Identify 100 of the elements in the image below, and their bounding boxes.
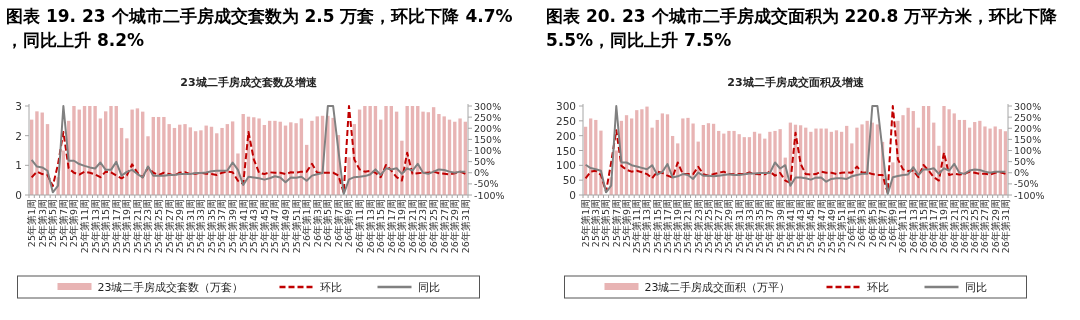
x-tick-label: 26年第1周 <box>846 199 858 248</box>
bar <box>72 106 76 195</box>
x-tick-label: 25年第21周 <box>131 199 143 254</box>
x-tick-label: 26年第13周 <box>364 199 376 254</box>
chart-title: 图表 19. 23 个城市二手房成交套数为 2.5 万套，环比下降 4.7%，同比上升 8.2% <box>6 6 513 50</box>
x-tick-label: 25年第13周 <box>89 199 101 254</box>
x-tick-label: 25年第5周 <box>47 199 59 248</box>
y-tick-label: 3 <box>15 100 22 112</box>
bar <box>146 136 150 195</box>
legend-label: 同比 <box>964 281 987 294</box>
x-tick-label: 25年第41周 <box>237 199 249 254</box>
x-tick-label: 25年第25周 <box>152 199 164 254</box>
x-tick-label: 26年第29周 <box>449 199 461 254</box>
x-tick-label: 26年第21周 <box>948 199 960 254</box>
x-tick-label: 25年第49周 <box>825 199 837 254</box>
y-tick-label: 1 <box>15 159 22 172</box>
y2-tick-label: 150% <box>1014 133 1042 145</box>
y2-tick-label: -100% <box>1014 189 1045 201</box>
x-tick-label: 26年第19周 <box>396 199 408 254</box>
y-tick-label: 0 <box>569 189 576 201</box>
x-tick-label: 26年第9周 <box>343 199 355 248</box>
x-tick-label: 26年第15周 <box>917 199 929 254</box>
legend-label: 同比 <box>417 281 440 294</box>
x-tick-label: 25年第39周 <box>774 199 786 254</box>
x-tick-label: 25年第1周 <box>26 199 38 248</box>
bar <box>109 106 113 195</box>
y-tick-label: 50 <box>562 174 576 187</box>
x-tick-label: 25年第31周 <box>184 199 196 254</box>
x-tick-label: 25年第35周 <box>205 199 217 254</box>
x-tick-label: 26年第11周 <box>353 199 365 254</box>
chart-subtitle: 23城二手房成交面积及增速 <box>727 76 865 89</box>
x-tick-label: 25年第29周 <box>174 199 186 254</box>
x-tick-label: 25年第51周 <box>290 199 302 254</box>
x-tick-label: 25年第41周 <box>784 199 796 254</box>
y2-tick-label: 250% <box>1014 111 1042 123</box>
x-tick-label: 26年第31周 <box>459 199 471 254</box>
x-tick-label: 26年第19周 <box>938 199 950 254</box>
x-tick-label: 25年第39周 <box>227 199 239 254</box>
y2-tick-label: -50% <box>474 178 499 190</box>
x-tick-label: 25年第3周 <box>36 199 48 248</box>
x-tick-label: 26年第5周 <box>866 199 878 248</box>
y-tick-label: 100 <box>555 159 576 172</box>
x-tick-label: 25年第23周 <box>692 199 704 254</box>
y-tick-label: 2 <box>15 129 22 142</box>
y2-tick-label: 0% <box>474 167 490 179</box>
x-tick-label: 26年第21周 <box>406 199 418 254</box>
x-tick-label: 25年第33周 <box>195 199 207 254</box>
y-tick-label: 0 <box>15 189 22 201</box>
x-tick-label: 25年第15周 <box>651 199 663 254</box>
x-tick-label: 25年第17周 <box>661 199 673 254</box>
y-tick-label: 300 <box>555 100 576 112</box>
x-tick-label: 26年第7周 <box>332 199 344 248</box>
y2-tick-label: 150% <box>474 133 502 145</box>
x-tick-label: 26年第25周 <box>428 199 440 254</box>
y-tick-label: 250 <box>555 114 576 127</box>
bar <box>875 124 880 195</box>
x-tick-label: 25年第5周 <box>600 199 612 248</box>
y2-tick-label: -100% <box>474 189 505 201</box>
x-tick-label: 26年第31周 <box>999 199 1011 254</box>
y2-tick-label: 0% <box>1014 167 1030 179</box>
bar <box>384 106 388 195</box>
bar <box>347 157 351 195</box>
legend-label: 23城二手房成交套数（万套） <box>97 281 244 294</box>
legend-label: 环比 <box>866 281 889 294</box>
bar <box>183 124 187 195</box>
x-tick-label: 25年第35周 <box>754 199 766 254</box>
x-tick-label: 25年第11周 <box>78 199 90 254</box>
x-tick-label: 25年第3周 <box>590 199 602 248</box>
x-tick-label: 26年第17周 <box>385 199 397 254</box>
bar <box>458 118 462 195</box>
x-tick-label: 25年第27周 <box>713 199 725 254</box>
x-tick-label: 25年第45周 <box>258 199 270 254</box>
y2-tick-label: 50% <box>1014 156 1036 168</box>
y2-tick-label: 100% <box>474 145 502 156</box>
legend-label: 环比 <box>319 281 342 294</box>
y2-tick-label: 200% <box>1014 122 1042 134</box>
x-tick-label: 25年第19周 <box>121 199 133 254</box>
x-tick-label: 25年第9周 <box>68 199 80 248</box>
x-tick-label: 25年第21周 <box>682 199 694 254</box>
x-tick-label: 26年第27周 <box>979 199 991 254</box>
x-tick-label: 25年第51周 <box>835 199 847 254</box>
y-tick-label: 150 <box>555 144 576 157</box>
x-tick-label: 25年第45周 <box>805 199 817 254</box>
legend-label: 23城二手房成交面积（万平） <box>644 281 791 294</box>
x-tick-label: 25年第19周 <box>672 199 684 254</box>
bar <box>220 127 224 195</box>
x-tick-label: 26年第23周 <box>417 199 429 254</box>
bar <box>437 114 441 195</box>
chart-title: 图表 20. 23 个城市二手房成交面积为 220.8 万平方米，环比下降 5.5%，同比上升 7.5% <box>546 6 1059 50</box>
x-tick-label: 25年第43周 <box>795 199 807 254</box>
x-tick-label: 25年第13周 <box>641 199 653 254</box>
x-tick-label: 25年第43周 <box>248 199 260 254</box>
y2-tick-label: 100% <box>1014 145 1042 156</box>
bar <box>421 111 425 195</box>
x-tick-label: 26年第29周 <box>989 199 1001 254</box>
x-tick-label: 25年第37周 <box>764 199 776 254</box>
x-tick-label: 26年第23周 <box>958 199 970 254</box>
y-tick-label: 200 <box>555 129 576 142</box>
x-tick-label: 26年第1周 <box>301 199 313 248</box>
y2-tick-label: 300% <box>1014 100 1042 112</box>
